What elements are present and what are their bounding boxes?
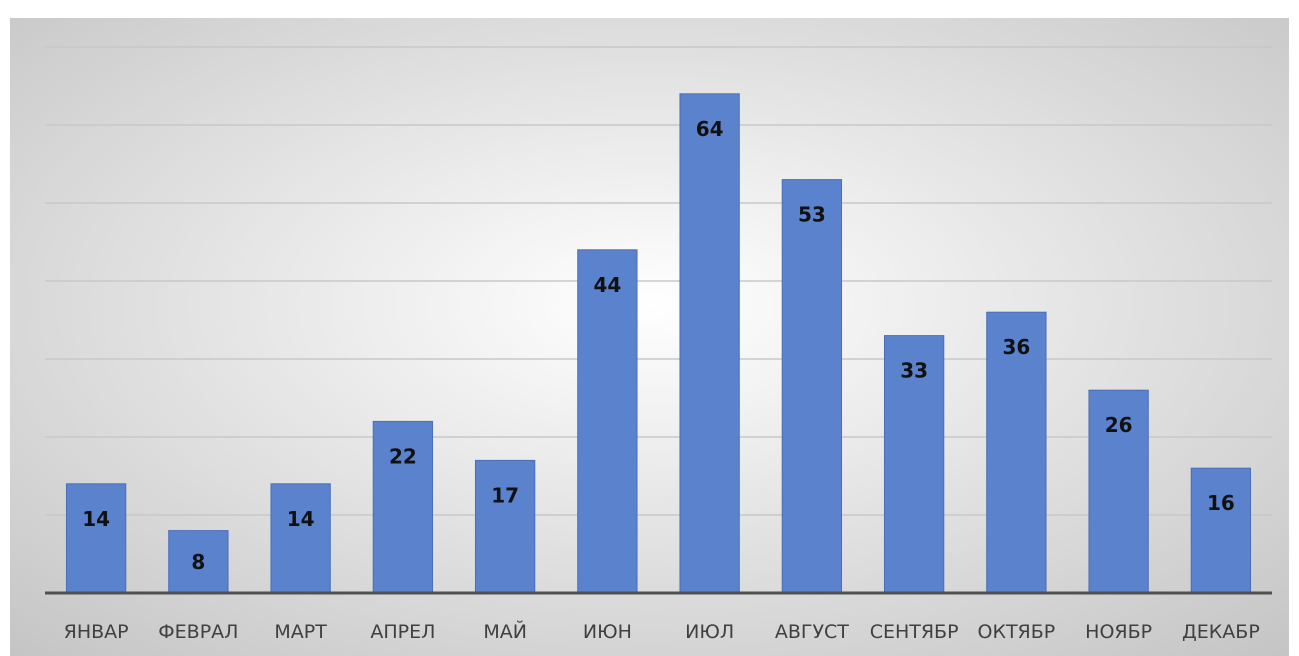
category-label-3: МАРТ xyxy=(274,621,327,643)
data-label-6: 44 xyxy=(593,273,621,297)
data-label-2: 8 xyxy=(191,550,205,574)
category-labels: ЯНВАР ФЕВРАЛ МАРТ АПРЕЛ МАЙ ИЮН ИЮЛ АВГУСТ СЕНТЯ… xyxy=(64,620,1260,643)
bar-1 xyxy=(65,483,127,594)
bar-7 xyxy=(679,93,740,594)
category-label-10: ОКТЯБР xyxy=(978,621,1056,643)
data-label-4: 22 xyxy=(389,444,417,468)
category-label-6: ИЮН xyxy=(583,621,632,643)
bars xyxy=(65,93,1252,594)
bar-5 xyxy=(474,459,536,594)
data-label-9: 33 xyxy=(900,359,928,383)
category-label-7: ИЮЛ xyxy=(685,621,734,643)
category-label-8: АВГУСТ xyxy=(775,621,849,643)
data-label-1: 14 xyxy=(82,507,110,531)
bar-8 xyxy=(781,179,843,594)
data-label-12: 16 xyxy=(1207,491,1235,515)
data-label-10: 36 xyxy=(1002,335,1030,359)
bar-3 xyxy=(270,483,331,594)
category-label-5: МАЙ xyxy=(483,620,527,643)
bar-6 xyxy=(577,249,638,594)
category-label-2: ФЕВРАЛ xyxy=(158,621,238,643)
bar-2 xyxy=(168,530,229,594)
category-label-12: ДЕКАБР xyxy=(1182,621,1260,643)
category-label-9: СЕНТЯБР xyxy=(870,621,959,643)
bar-4 xyxy=(372,420,434,594)
bar-9 xyxy=(883,335,945,594)
category-label-11: НОЯБР xyxy=(1085,621,1152,643)
data-labels: 14 8 14 22 17 44 64 53 33 36 26 16 xyxy=(82,117,1235,574)
data-label-8: 53 xyxy=(798,203,826,227)
bar-10 xyxy=(986,311,1047,594)
gridlines xyxy=(45,46,1272,516)
category-label-1: ЯНВАР xyxy=(64,621,129,643)
category-label-4: АПРЕЛ xyxy=(370,621,435,643)
data-label-7: 64 xyxy=(696,117,724,141)
bar-11 xyxy=(1088,389,1149,594)
data-label-3: 14 xyxy=(287,507,315,531)
data-label-5: 17 xyxy=(491,483,519,507)
data-label-11: 26 xyxy=(1105,413,1133,437)
bar-12 xyxy=(1190,467,1252,594)
